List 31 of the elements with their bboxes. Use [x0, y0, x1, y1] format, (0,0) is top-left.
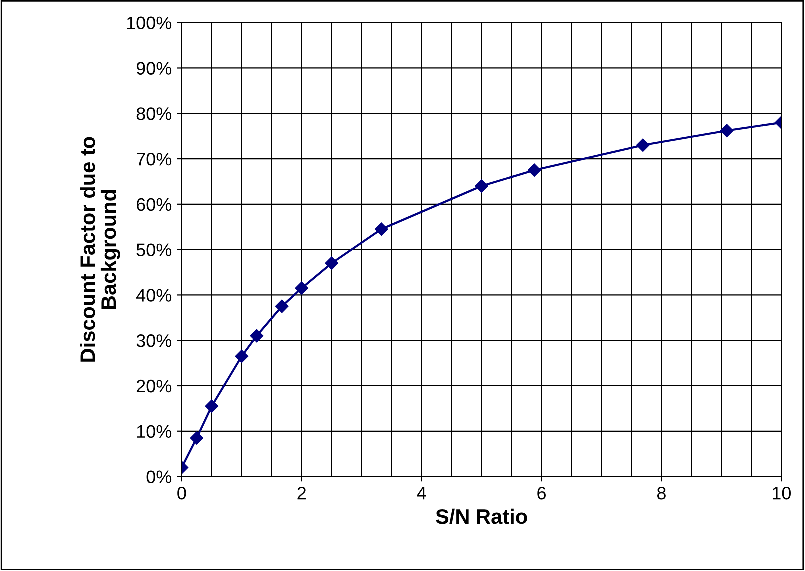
x-tick-label: 8 [657, 486, 666, 500]
y-tick-label: 0% [146, 470, 172, 484]
point [636, 138, 650, 152]
y-tick-label: 100% [127, 16, 172, 30]
x-tick-label: 2 [298, 486, 306, 500]
y-tick-label: 80% [136, 108, 172, 120]
y-tick-label: 90% [136, 62, 172, 75]
y-axis-title: Discount Factor due to Background [80, 137, 120, 362]
y-tick-label: 20% [136, 380, 172, 393]
y-tick-label: 50% [136, 244, 172, 257]
y-tick-label: 40% [136, 289, 172, 302]
y-tick-label: 60% [136, 198, 172, 212]
point [235, 350, 248, 364]
x-tick-label: 4 [417, 487, 426, 500]
y-tick-label: 30% [136, 334, 172, 348]
point [528, 164, 542, 177]
x-tick-label: 10 [772, 486, 791, 500]
point [475, 180, 488, 193]
point [375, 222, 388, 236]
point [205, 400, 219, 414]
y-tick-label: 10% [137, 425, 172, 438]
x-tick-label: 6 [538, 486, 546, 500]
point [250, 329, 264, 343]
x-axis-title: S/N Ratio [436, 508, 528, 524]
point [295, 282, 308, 295]
point [325, 256, 338, 270]
point [275, 300, 289, 314]
point [720, 124, 734, 138]
y-tick-label: 70% [136, 152, 172, 166]
point [190, 432, 204, 445]
x-tick-label: 0 [178, 486, 186, 500]
